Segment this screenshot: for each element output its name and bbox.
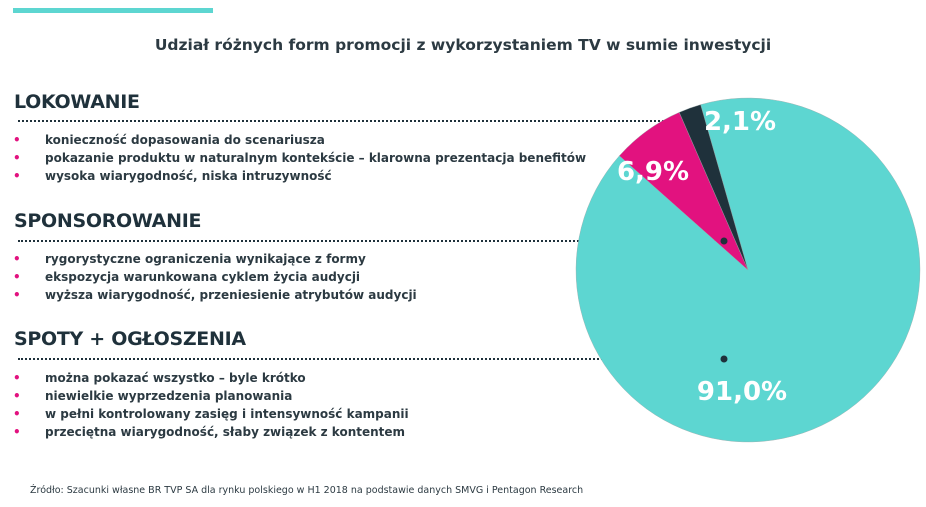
pie-slice-3 <box>678 104 749 271</box>
bullet-icon: • <box>13 169 21 183</box>
bullet-icon: • <box>13 151 21 165</box>
bullet-icon: • <box>13 371 21 385</box>
leader-dot-2 <box>720 355 728 363</box>
source-note: Źródło: Szacunki własne BR TVP SA dla ry… <box>30 485 584 496</box>
leader-line-spoty <box>18 358 722 360</box>
list-item: • wysoka wiarygodność, niska intruzywność <box>13 169 332 183</box>
bullet-icon: • <box>13 133 21 147</box>
list-item: • ekspozycja warunkowana cyklem życia aud… <box>13 270 361 284</box>
list-item: • pokazanie produktu w naturalnym kontekś… <box>13 151 587 165</box>
list-sponsorowanie: • rygorystyczne ograniczenia wynikające z… <box>0 250 417 304</box>
bullet-icon: • <box>13 389 21 403</box>
bullet-icon: • <box>13 270 21 284</box>
leader-line-sponsorowanie <box>18 240 722 242</box>
heading-sponsorowanie: SPONSOROWANIE <box>14 210 202 232</box>
list-lokowanie: • konieczność dopasowania do scenariusza … <box>0 131 586 185</box>
list-item: • przeciętna wiarygodność, słaby związek … <box>13 425 406 439</box>
heading-lokowanie: LOKOWANIE <box>14 91 140 113</box>
list-item: • wyższa wiarygodność, przeniesienie atry… <box>13 288 417 302</box>
bullet-icon: • <box>13 288 21 302</box>
leader-dot-1 <box>720 237 728 245</box>
list-item: • niewielkie wyprzedzenia planowania <box>13 389 293 403</box>
leader-line-lokowanie <box>18 120 680 122</box>
list-item: • konieczność dopasowania do scenariusza <box>13 133 325 147</box>
list-item: • rygorystyczne ograniczenia wynikające z… <box>13 252 366 266</box>
bullet-icon: • <box>13 407 21 421</box>
bullet-icon: • <box>13 425 21 439</box>
chart-title: Udział różnych form promocji z wykorzyst… <box>154 36 772 54</box>
bullet-icon: • <box>13 252 21 266</box>
list-item: • w pełni kontrolowany zasięg i intensywn… <box>13 407 409 421</box>
list-spoty: • można pokazać wszystko – byle krótko • n… <box>0 369 409 441</box>
pie-label-3: 2,1% <box>704 107 776 137</box>
accent-bar <box>13 8 213 13</box>
list-item: • można pokazać wszystko – byle krótko <box>13 371 306 385</box>
heading-spoty: SPOTY + OGŁOSZENIA <box>14 328 246 350</box>
pie-label-1: 91,0% <box>697 377 787 407</box>
pie-label-2: 6,9% <box>617 157 689 187</box>
